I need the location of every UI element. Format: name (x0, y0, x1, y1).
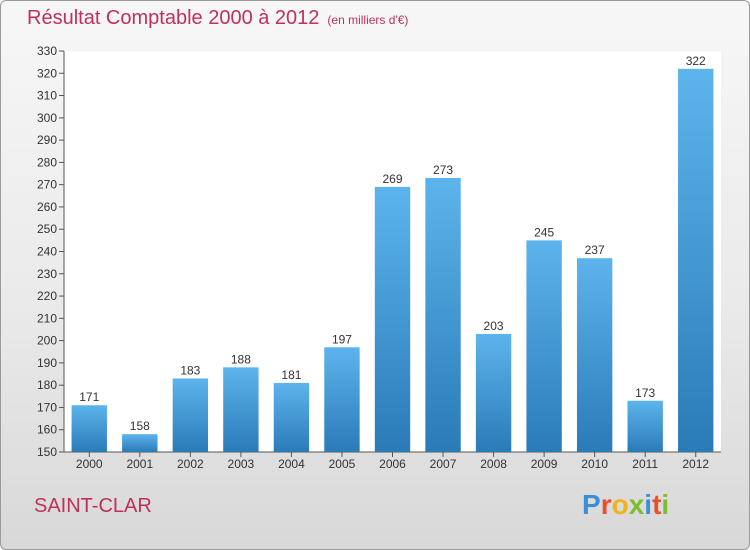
x-tick-label: 2012 (682, 457, 709, 471)
y-tick-label: 170 (37, 400, 57, 414)
bar (172, 378, 209, 452)
y-tick-label: 180 (37, 378, 57, 392)
brand-letter: P (582, 489, 601, 520)
y-tick-label: 270 (37, 178, 57, 192)
chart-unit: (en milliers d'€) (327, 13, 409, 27)
bar (678, 68, 714, 453)
y-tick-label: 190 (37, 356, 57, 370)
data-label: 203 (484, 319, 504, 333)
y-tick-label: 250 (37, 222, 57, 236)
brand-logo: Proxiti (582, 489, 669, 521)
data-label: 188 (231, 352, 251, 366)
bar (475, 333, 512, 452)
chart-title-block: Résultat Comptable 2000 à 2012 (en millie… (27, 7, 408, 30)
x-tick-label: 2007 (430, 457, 457, 471)
x-tick-label: 2009 (531, 457, 558, 471)
x-tick-label: 2000 (76, 457, 103, 471)
data-label: 322 (686, 54, 706, 68)
x-tick-label: 2011 (632, 457, 658, 471)
data-label: 237 (585, 243, 605, 257)
y-tick-label: 160 (37, 423, 57, 437)
data-label: 273 (433, 163, 453, 177)
y-tick-label: 240 (37, 245, 57, 259)
data-label: 197 (332, 332, 352, 346)
y-tick-label: 290 (37, 133, 57, 147)
y-tick-label: 150 (37, 445, 57, 459)
bar (71, 405, 107, 452)
x-tick-label: 2004 (278, 457, 305, 471)
x-tick-label: 2002 (177, 457, 204, 471)
y-tick-label: 200 (37, 334, 57, 348)
data-label: 183 (180, 363, 200, 377)
data-label: 245 (534, 225, 554, 239)
bar (425, 177, 461, 452)
data-label: 158 (130, 419, 150, 433)
brand-letter: i (661, 489, 670, 520)
chart-title: Résultat Comptable 2000 à 2012 (27, 7, 320, 29)
bar (576, 258, 613, 452)
y-tick-label: 320 (37, 66, 57, 80)
bar (122, 434, 158, 452)
y-tick-label: 210 (37, 311, 57, 325)
y-tick-label: 300 (37, 111, 57, 125)
data-label: 173 (635, 386, 655, 400)
y-tick-label: 280 (37, 155, 57, 169)
x-tick-label: 2005 (329, 457, 356, 471)
brand-letter: o (611, 489, 629, 520)
x-tick-label: 2008 (480, 457, 507, 471)
y-tick-label: 260 (37, 200, 57, 214)
bar (223, 367, 259, 452)
brand-letter: x (628, 489, 645, 520)
bar (627, 400, 663, 452)
y-tick-label: 330 (37, 44, 57, 58)
y-tick-label: 230 (37, 267, 57, 281)
bar (324, 347, 360, 452)
data-label: 181 (281, 368, 301, 382)
brand-letter: t (652, 489, 662, 520)
brand-letter: r (600, 489, 612, 520)
y-tick-label: 310 (37, 89, 57, 103)
x-tick-label: 2006 (379, 457, 406, 471)
bar (273, 382, 310, 452)
bar (374, 186, 411, 452)
x-tick-label: 2010 (581, 457, 608, 471)
commune-name: SAINT-CLAR (34, 495, 152, 517)
data-label: 269 (382, 172, 402, 186)
bar (526, 240, 562, 452)
x-tick-label: 2003 (228, 457, 255, 471)
data-label: 171 (79, 390, 99, 404)
y-tick-label: 220 (37, 289, 57, 303)
brand-letter: i (644, 489, 653, 520)
x-tick-label: 2001 (126, 457, 153, 471)
